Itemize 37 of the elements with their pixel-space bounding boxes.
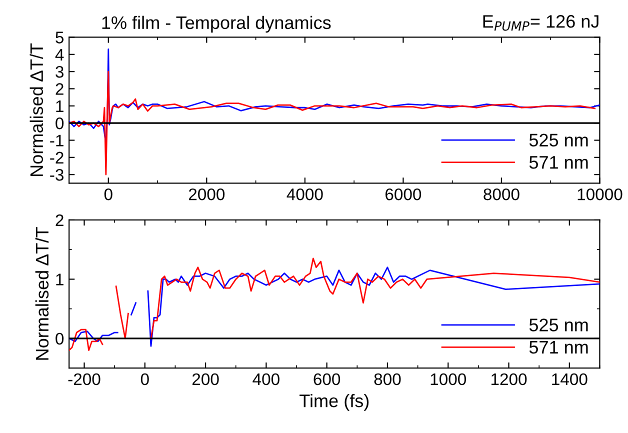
y-tick-label: 2 xyxy=(56,214,64,226)
y-tick-label: 1 xyxy=(56,274,64,286)
x-tick-label: 200 xyxy=(192,373,219,386)
x-tick-label: 600 xyxy=(314,373,340,386)
x-tick-label: 0 xyxy=(104,188,112,200)
x-tick-label: 2000 xyxy=(188,188,225,200)
x-tick-label: 4000 xyxy=(286,188,323,200)
x-axis-title: Time (fs) xyxy=(300,394,369,411)
x-tick-label: 400 xyxy=(252,373,280,386)
x-tick-label: 800 xyxy=(374,373,401,386)
x-tick-label: 6000 xyxy=(386,188,422,200)
text: E$_{PUMP}$= 126 nJ xyxy=(483,15,598,31)
legend-label: 571 nm xyxy=(529,341,588,354)
legend-label: 571 nm xyxy=(529,156,588,169)
y-tick-label: 5 xyxy=(56,32,64,44)
y-tick-label: -3 xyxy=(50,168,64,181)
x-tick-label: 0 xyxy=(140,373,149,386)
x-tick-label: -200 xyxy=(68,373,100,386)
y-tick-label: -2 xyxy=(50,152,64,164)
y-tick-label: 0 xyxy=(56,117,64,130)
line-series xyxy=(69,70,596,176)
x-tick-label: 1400 xyxy=(552,373,588,386)
y-tick-label: -1 xyxy=(50,134,64,146)
y-axis-title: Normalised ΔT/T xyxy=(30,43,44,176)
legend-label: 525 nm xyxy=(529,318,588,332)
y-tick-label: 0 xyxy=(56,332,64,345)
y-tick-label: 3 xyxy=(56,66,64,78)
x-tick-label: 1000 xyxy=(430,373,466,386)
y-axis-title: Normalised ΔT/T xyxy=(35,227,49,360)
legend-label: 525 nm xyxy=(529,134,588,147)
chart-title: 1% film - Temporal dynamics xyxy=(102,16,331,33)
x-tick-label: 10000 xyxy=(578,188,622,200)
y-tick-label: 4 xyxy=(55,48,64,60)
y-tick-label: 1 xyxy=(56,100,64,112)
x-tick-label: 8000 xyxy=(484,188,520,200)
y-tick-label: 2 xyxy=(56,83,64,95)
x-tick-label: 1200 xyxy=(492,373,527,386)
